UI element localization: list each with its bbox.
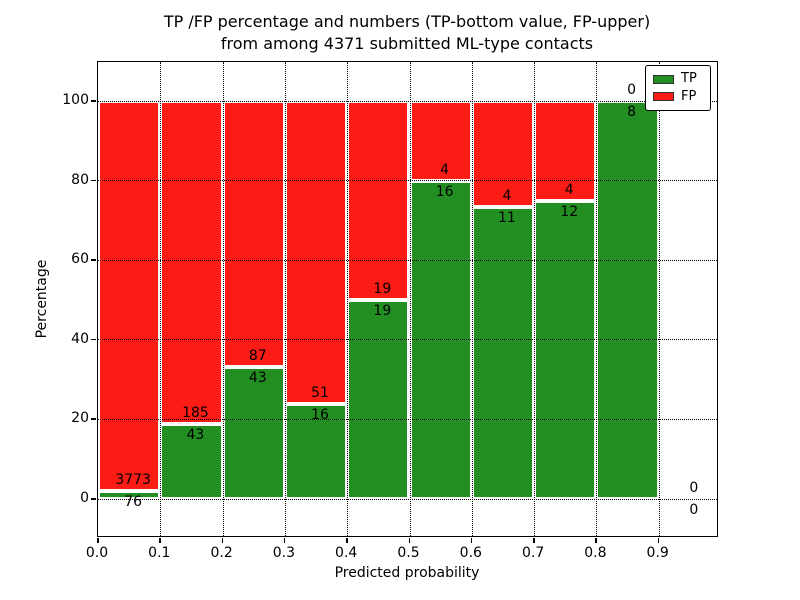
- tp-count-label: 43: [186, 426, 205, 443]
- bar-segment-tp: [222, 367, 285, 499]
- x-tick-label: 0.7: [521, 545, 545, 561]
- gridline-vertical: [409, 62, 411, 536]
- bar-segment-fp: [98, 101, 161, 492]
- y-tick-label: 20: [71, 410, 89, 427]
- gridline-horizontal: [98, 418, 717, 420]
- fp-count-label: 4: [440, 161, 450, 178]
- bar-segment-tp: [596, 101, 659, 499]
- x-tick-mark: [283, 538, 286, 543]
- tp-count-label: 16: [435, 183, 454, 200]
- tp-count-label: 43: [248, 370, 267, 387]
- fp-count-label: 87: [248, 348, 267, 365]
- gridline-horizontal: [98, 259, 717, 261]
- tp-count-label: 19: [373, 303, 392, 319]
- y-tick-mark: [91, 259, 96, 261]
- x-tick-label: 0.2: [210, 545, 233, 561]
- bar-segment-tp: [471, 207, 535, 499]
- gridline-horizontal: [98, 498, 717, 500]
- legend-entry: TP: [653, 72, 703, 86]
- bar-segment-tp: [160, 423, 223, 499]
- y-tick-label: 80: [71, 171, 89, 188]
- fp-count-label: 4: [564, 181, 574, 198]
- gridline-vertical: [284, 62, 286, 536]
- x-tick-label: 0.3: [272, 545, 296, 561]
- bar-segment-fp: [222, 101, 285, 368]
- bar-segment-tp: [347, 300, 410, 499]
- tp-count-label: 11: [498, 210, 516, 227]
- tp-count-label: 16: [311, 406, 329, 423]
- x-tick-mark: [470, 538, 473, 543]
- legend-entry: FP: [653, 88, 703, 104]
- legend-label: FP: [681, 88, 697, 104]
- x-tick-mark: [533, 538, 535, 543]
- x-tick-label: 0.1: [148, 545, 171, 561]
- bar-segment-tp: [534, 200, 597, 499]
- fp-count-label: 0: [627, 82, 637, 98]
- bar-segment-tp: [98, 491, 161, 499]
- fp-count-label: 3773: [115, 472, 151, 489]
- chart-title-line1: TP /FP percentage and numbers (TP-bottom…: [163, 12, 651, 31]
- gridline-horizontal: [98, 100, 717, 102]
- x-tick-mark: [657, 538, 660, 543]
- fp-count-label: 51: [311, 384, 329, 401]
- x-tick-mark: [97, 538, 99, 543]
- y-tick-label: 40: [71, 330, 89, 347]
- x-axis-label: Predicted probability: [334, 565, 480, 581]
- y-tick-mark: [91, 498, 96, 500]
- gridline-vertical: [160, 62, 162, 536]
- tp-count-label: 76: [124, 494, 143, 511]
- y-axis-label: Percentage: [34, 259, 50, 339]
- bar-segment-fp: [284, 101, 348, 404]
- x-tick-mark: [159, 538, 161, 543]
- bar-segment-fp: [160, 101, 223, 424]
- gridline-vertical: [658, 62, 660, 536]
- gridline-vertical: [347, 62, 349, 536]
- y-tick-mark: [91, 418, 96, 420]
- x-tick-mark: [221, 538, 224, 543]
- x-tick-label: 0.6: [459, 545, 482, 561]
- plot-area: 3773 76 185 43 87 43 51 16 19 19 4 16 4 11 4 12 0 8 0 0 TP FP: [97, 61, 718, 537]
- bar-segment-fp: [534, 101, 597, 201]
- tp-count-label: 0: [689, 502, 699, 518]
- x-tick-label: 0.9: [646, 545, 669, 561]
- tp-count-label: 12: [560, 203, 579, 220]
- fp-count-label: 4: [502, 188, 512, 205]
- y-tick-label: 100: [62, 92, 89, 108]
- x-tick-label: 0.5: [397, 545, 420, 561]
- x-tick-mark: [346, 538, 348, 543]
- x-tick-label: 0.0: [85, 545, 109, 561]
- gridline-vertical: [534, 62, 536, 536]
- legend-swatch-fp: [653, 92, 674, 102]
- gridline-vertical: [222, 62, 224, 536]
- x-tick-mark: [595, 538, 597, 543]
- gridline-horizontal: [98, 339, 717, 341]
- y-tick-mark: [91, 338, 96, 341]
- fp-count-label: 0: [689, 480, 699, 496]
- legend-swatch-tp: [653, 74, 674, 84]
- x-tick-label: 0.8: [584, 545, 607, 561]
- gridline-vertical: [596, 62, 598, 536]
- legend: TP FP: [645, 65, 711, 111]
- gridline-vertical: [471, 62, 473, 536]
- bar-segment-fp: [347, 101, 410, 300]
- fp-count-label: 19: [373, 281, 392, 297]
- y-tick-mark: [91, 179, 96, 182]
- y-tick-label: 60: [71, 251, 89, 268]
- bar-segment-fp: [409, 101, 472, 181]
- chart-title-line2: from among 4371 submitted ML-type contac…: [220, 34, 594, 53]
- legend-label: TP: [681, 71, 697, 87]
- y-tick-mark: [91, 100, 96, 102]
- bar-segment-fp: [471, 101, 535, 208]
- x-tick-label: 0.4: [335, 545, 358, 561]
- gridline-horizontal: [98, 180, 717, 182]
- y-tick-label: 0: [80, 490, 89, 506]
- fp-count-label: 185: [182, 404, 209, 421]
- x-tick-mark: [408, 538, 410, 543]
- chart-title: TP /FP percentage and numbers (TP-bottom…: [7, 11, 800, 55]
- tp-count-label: 8: [627, 104, 637, 120]
